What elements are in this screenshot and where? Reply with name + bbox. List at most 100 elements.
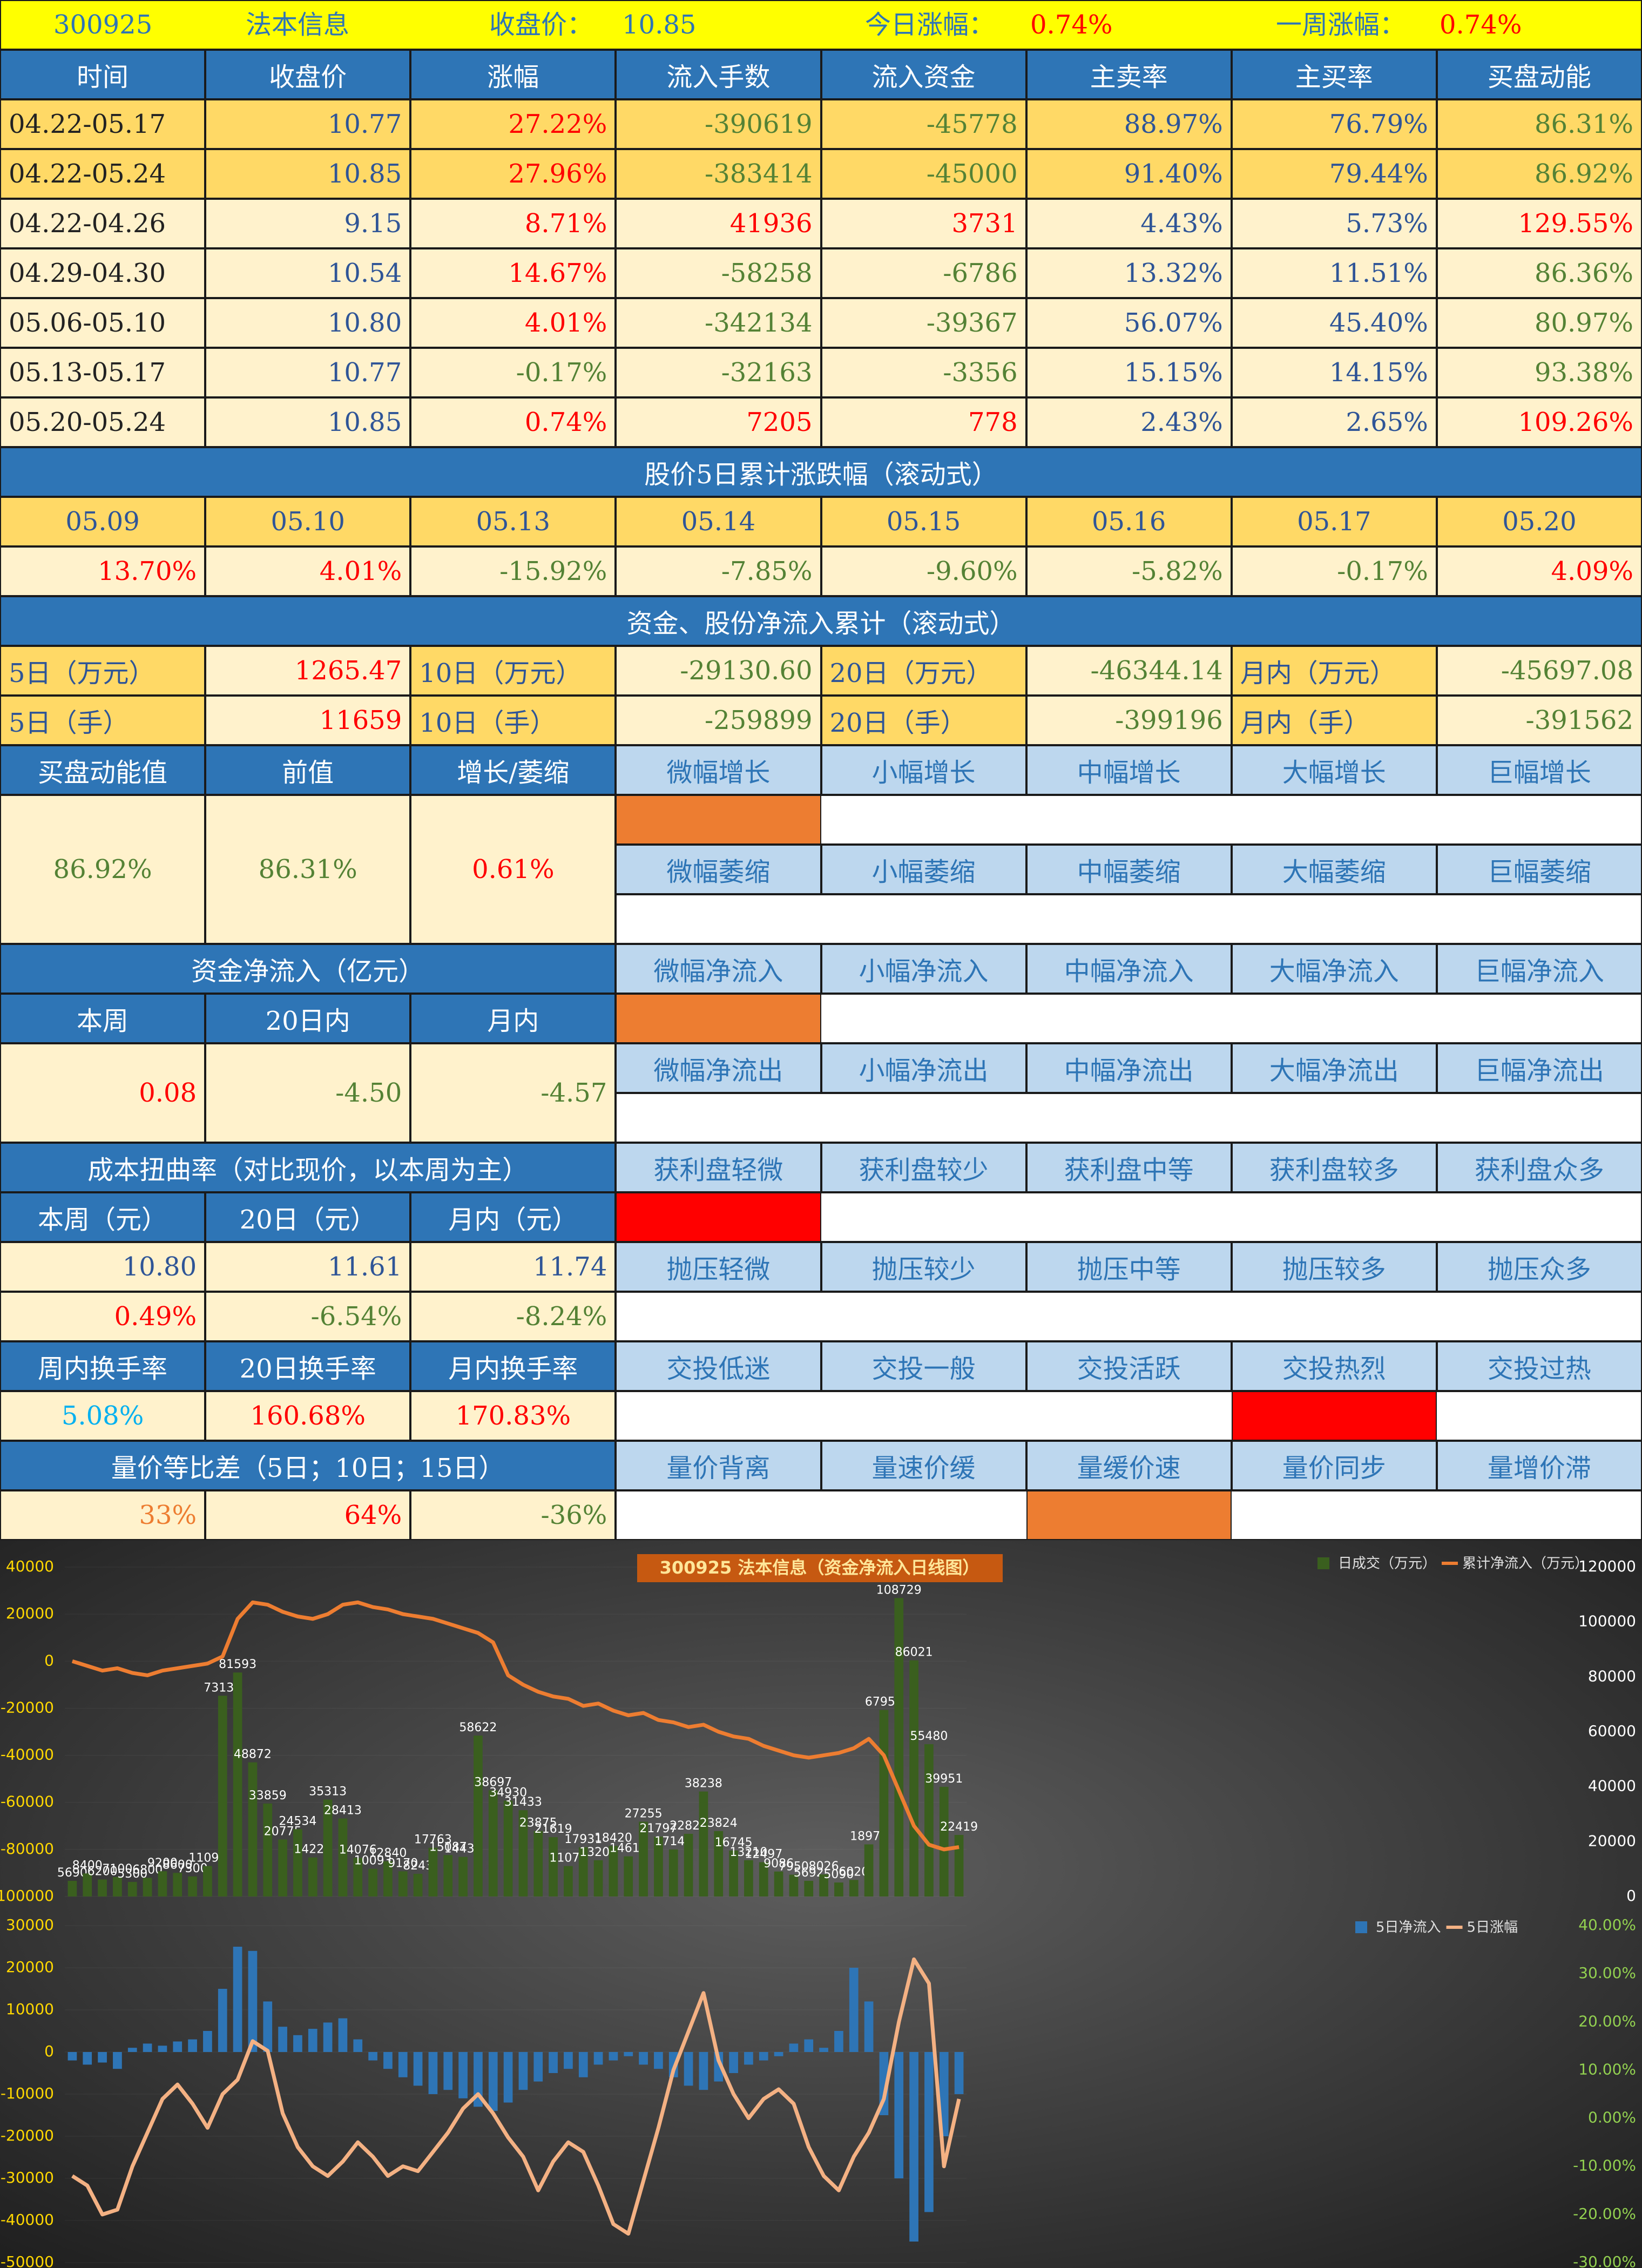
cost-price: 10.80 — [0, 1242, 206, 1292]
header-close-label: 收盘价： — [489, 10, 593, 40]
volume-price-value: 64% — [205, 1490, 411, 1540]
data-label: 8600 — [163, 1858, 193, 1872]
y-tick-label: -20000 — [1, 1698, 54, 1716]
indicator-label: 微幅净流出 — [616, 1043, 821, 1093]
panel-title: 资金净流入（亿元） — [0, 944, 616, 994]
data-table: 300925 法本信息 收盘价： 10.85 今日涨幅： 0.74% 一周涨幅： 0.74% 时… — [0, 0, 1642, 1540]
bar — [158, 1871, 167, 1896]
indicator-label: 微幅净流入 — [616, 944, 821, 994]
indicator-label: 抛压中等 — [1026, 1242, 1232, 1292]
y-tick-label: -30000 — [1, 2169, 54, 2186]
table-cell: 7205 — [616, 397, 821, 447]
table-cell: 79.44% — [1231, 149, 1437, 199]
indicator-label: 小幅增长 — [821, 745, 1026, 795]
volume-price-value: 33% — [0, 1490, 206, 1540]
panel-header: 前值 — [205, 745, 411, 795]
data-label: 17931 — [564, 1833, 602, 1846]
data-label: 5090 — [823, 1868, 854, 1881]
table-cell: 27.96% — [410, 149, 616, 199]
netflow-value: -4.57 — [410, 1043, 616, 1143]
bar — [203, 1866, 212, 1896]
legend-label: 5日净流入 — [1376, 1920, 1441, 1936]
panel-header: 买盘动能值 — [0, 745, 206, 795]
y-tick-label: 0 — [44, 2042, 54, 2060]
bar — [338, 2018, 348, 2052]
bar — [113, 2052, 122, 2069]
data-label: 58622 — [459, 1721, 497, 1734]
table-cell: 14.15% — [1231, 348, 1437, 397]
bar — [774, 2052, 783, 2056]
data-label: 23875 — [519, 1817, 557, 1830]
y-tick-label: -20000 — [1, 2127, 54, 2144]
indicator-label: 大幅萎缩 — [1231, 845, 1437, 894]
data-label: 48872 — [234, 1748, 272, 1761]
table-cell: 05.20-05.24 — [0, 397, 206, 447]
y-tick-label: -40000 — [1, 1746, 54, 1764]
data-label: 24534 — [279, 1814, 316, 1828]
bar — [67, 2052, 77, 2061]
legend-swatch — [1317, 1557, 1329, 1569]
momentum-value: 86.92% — [0, 795, 206, 944]
cumulative-label: 20日（手） — [821, 696, 1026, 745]
bar — [744, 1860, 753, 1896]
data-label: 7100 — [102, 1862, 132, 1876]
bar — [549, 2052, 558, 2073]
indicator-highlight — [1231, 1391, 1437, 1441]
y-tick-label: 0 — [44, 1651, 54, 1669]
bar — [819, 2048, 828, 2052]
table-cell: 04.22-05.24 — [0, 149, 206, 199]
bar — [293, 2035, 302, 2052]
bar — [83, 1873, 92, 1896]
table-cell: 80.97% — [1436, 298, 1642, 348]
bar — [368, 2052, 377, 2061]
line — [71, 1600, 959, 1852]
indicator-label: 抛压众多 — [1436, 1242, 1642, 1292]
indicator-label: 获利盘较少 — [821, 1143, 1026, 1192]
bar — [218, 1696, 227, 1896]
y2-tick-label: 0 — [1626, 1887, 1636, 1905]
section-title: 股价5日累计涨跌幅（滚动式） — [0, 447, 1642, 497]
column-header: 流入手数 — [616, 50, 821, 99]
bar — [488, 1790, 498, 1896]
date-cell: 05.17 — [1231, 497, 1437, 546]
table-cell: -58258 — [616, 248, 821, 298]
data-label: 38697 — [474, 1776, 512, 1789]
table-cell: 05.13-05.17 — [0, 348, 206, 397]
table-cell: 56.07% — [1026, 298, 1232, 348]
table-cell: 27.22% — [410, 99, 616, 149]
panel-header: 月内换手率 — [410, 1341, 616, 1391]
indicator-label: 大幅净流出 — [1231, 1043, 1437, 1093]
turnover-value: 160.68% — [205, 1391, 411, 1441]
bar — [233, 1672, 242, 1896]
cumulative-value: -46344.14 — [1026, 646, 1232, 696]
table-cell: 05.06-05.10 — [0, 298, 206, 348]
y-tick-label: -100000 — [0, 1887, 54, 1905]
table-cell: 04.22-05.17 — [0, 99, 206, 149]
table-cell: -3356 — [821, 348, 1026, 397]
line — [71, 1957, 961, 2236]
bar — [954, 1835, 964, 1896]
bar — [413, 2052, 423, 2086]
data-label: 6200 — [87, 1865, 118, 1878]
date-cell: 05.13 — [410, 497, 616, 546]
indicator-label: 中幅萎缩 — [1026, 845, 1232, 894]
bar — [353, 1858, 363, 1896]
date-cell: 05.15 — [821, 497, 1026, 546]
bar — [218, 1989, 227, 2052]
data-label: 5692 — [794, 1866, 824, 1880]
indicator-label: 获利盘中等 — [1026, 1143, 1232, 1192]
indicator-label: 交投热烈 — [1231, 1341, 1437, 1391]
cumulative-label: 10日（手） — [410, 696, 616, 745]
cumulative-label: 5日（手） — [0, 696, 206, 745]
data-label: 5300 — [117, 1867, 147, 1881]
table-cell: -342134 — [616, 298, 821, 348]
momentum-value: 0.61% — [410, 795, 616, 944]
cumulative-value: -45697.08 — [1436, 646, 1642, 696]
table-cell: -39367 — [821, 298, 1026, 348]
netflow-value: 0.08 — [0, 1043, 206, 1143]
indicator-label: 中幅净流入 — [1026, 944, 1232, 994]
indicator-label: 小幅净流入 — [821, 944, 1026, 994]
table-cell: 2.65% — [1231, 397, 1437, 447]
bar — [278, 1839, 287, 1896]
